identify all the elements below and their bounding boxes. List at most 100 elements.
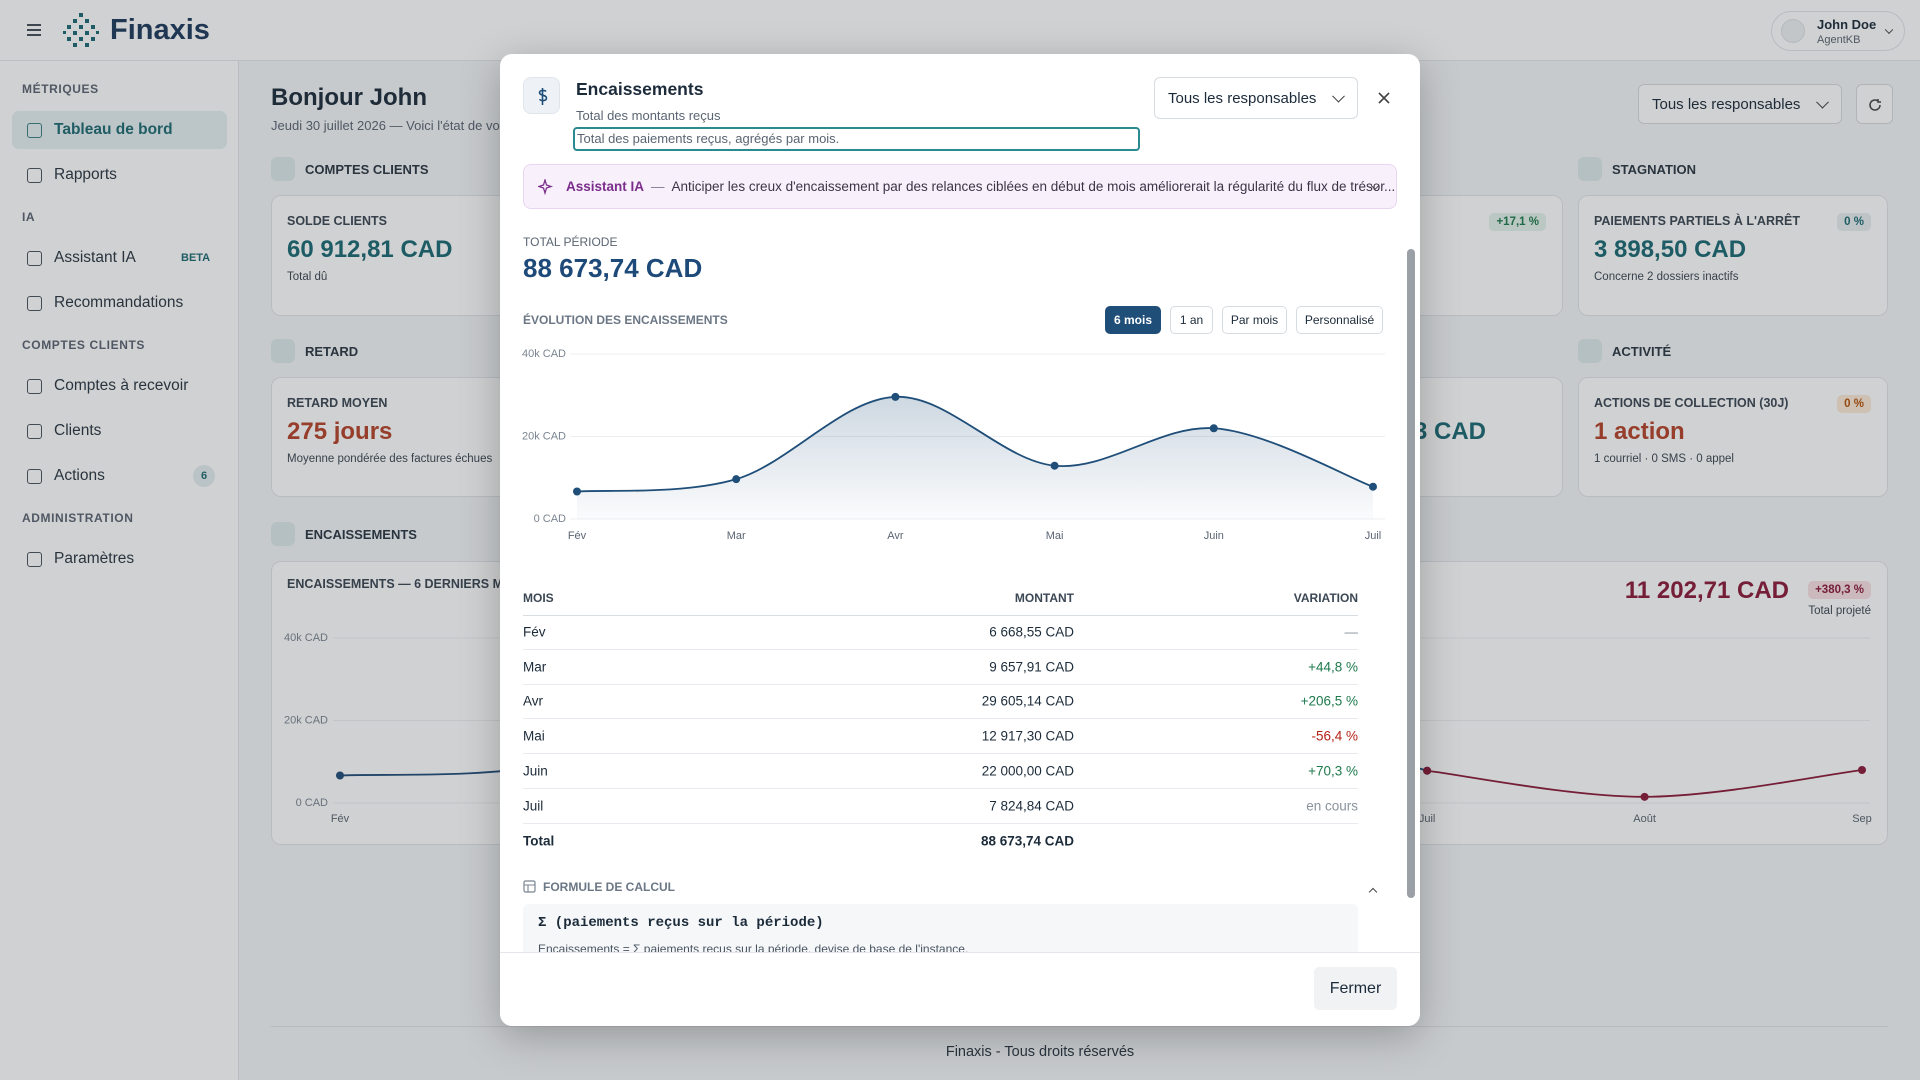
variation: en cours xyxy=(1306,798,1358,813)
kpi-label: RETARD MOYEN xyxy=(287,396,388,410)
modal-chart: 0 CAD 20k CAD 40k CAD Fév Mar Avr Mai Juin Juil xyxy=(522,348,1385,542)
close-icon[interactable] xyxy=(1377,91,1391,105)
range-button[interactable]: 1 an xyxy=(1170,306,1213,334)
menu-icon[interactable] xyxy=(26,22,42,38)
section-text: STAGNATION xyxy=(1612,161,1697,177)
top-bar: Finaxis John Doe AgentKB xyxy=(0,0,1920,61)
nav-label: Tableau de bord xyxy=(54,121,173,138)
y-tick-label: 0 CAD xyxy=(534,513,566,525)
x-tick-label: Juin xyxy=(1204,530,1224,542)
table-row: Mai 12 917,30 CAD -56,4 % xyxy=(523,719,1358,755)
x-tick-label: Mai xyxy=(1046,530,1064,542)
nav-icon xyxy=(27,378,42,394)
description-input[interactable]: Total des paiements reçus, agrégés par m… xyxy=(573,127,1140,151)
area xyxy=(577,396,1373,519)
projected-badge: +380,3 % xyxy=(1808,581,1871,599)
amount: 9 657,91 CAD xyxy=(989,659,1074,675)
scrollbar-thumb[interactable] xyxy=(1407,249,1415,898)
section-text: COMPTES CLIENTS xyxy=(305,161,429,177)
nav-icon xyxy=(27,551,42,567)
point xyxy=(1209,424,1218,433)
range-button[interactable]: 6 mois xyxy=(1105,306,1161,334)
nav-item[interactable]: Comptes à recevoir xyxy=(12,367,227,405)
column-header: MONTANT xyxy=(1014,591,1074,605)
section-label: ENCAISSEMENTS xyxy=(271,522,417,546)
user-role: AgentKB xyxy=(1817,34,1861,46)
kpi-value: 60 912,81 CAD xyxy=(287,236,453,263)
filter-text: Tous les responsables xyxy=(1652,95,1801,113)
section-label: COMPTES CLIENTS xyxy=(271,157,429,181)
total-value: 88 673,74 CAD xyxy=(523,253,703,283)
close-button[interactable]: Fermer xyxy=(1314,967,1397,1010)
column-header: MOIS xyxy=(523,591,554,605)
owner-filter[interactable]: Tous les responsables xyxy=(1638,84,1842,124)
sidebar: MÉTRIQUES Tableau de bord Rapports IA Assist… xyxy=(0,61,239,1080)
range-button[interactable]: Personnalisé xyxy=(1296,306,1383,334)
point xyxy=(573,487,581,496)
section-label: ACTIVITÉ xyxy=(1578,339,1671,363)
nav-item[interactable]: Assistant IA BETA xyxy=(12,239,227,277)
nav-section-title: MÉTRIQUES xyxy=(22,82,99,96)
range-button[interactable]: Par mois xyxy=(1222,306,1287,334)
kpi-value: 3 CAD xyxy=(1414,418,1487,445)
amount: 6 668,55 CAD xyxy=(989,624,1074,640)
kpi-label: PAIEMENTS PARTIELS À L'ARRÊT xyxy=(1594,214,1800,228)
formula-icon xyxy=(523,880,536,893)
kpi-badge: 0 % xyxy=(1837,213,1871,231)
amount: 22 000,00 CAD xyxy=(981,763,1074,779)
nav-badge: BETA xyxy=(181,252,211,264)
range-text: Personnalisé xyxy=(1304,313,1375,327)
description-text: Total des paiements reçus, agrégés par m… xyxy=(577,131,840,146)
modal: Encaissements Total des montants reçus T… xyxy=(500,54,1420,1026)
kpi-card: ACTIONS DE COLLECTION (30J) 0 % 1 action 1 … xyxy=(1578,377,1888,497)
sparkle-icon xyxy=(538,178,554,195)
section-label: STAGNATION xyxy=(1578,157,1696,181)
refresh-icon xyxy=(1869,99,1881,111)
date-line: Jeudi 30 juillet 2026 — Voici l'état de … xyxy=(271,118,507,133)
ai-label: Assistant IA xyxy=(566,179,645,194)
logo[interactable] xyxy=(62,12,100,50)
refresh-button[interactable] xyxy=(1856,84,1893,124)
total-amount: 88 673,74 CAD xyxy=(980,833,1074,849)
range-text: Par mois xyxy=(1230,313,1279,327)
nav-icon xyxy=(27,250,42,266)
table-total: Total 88 673,74 CAD xyxy=(523,823,1358,858)
ai-banner[interactable]: Assistant IA — Anticiper les creux d'enc… xyxy=(523,164,1397,209)
kpi-badge: +17,1 % xyxy=(1489,213,1546,231)
nav-label: Paramètres xyxy=(54,550,135,567)
nav-item[interactable]: Clients xyxy=(12,412,227,450)
kpi-label: ACTIONS DE COLLECTION (30J) xyxy=(1594,396,1789,410)
variation: +44,8 % xyxy=(1308,659,1358,675)
nav-icon xyxy=(27,423,42,439)
kpi-card: PAIEMENTS PARTIELS À L'ARRÊT 0 % 3 898,50 … xyxy=(1578,195,1888,316)
nav-section-title: ADMINISTRATION xyxy=(22,511,134,525)
nav-label: Recommandations xyxy=(54,294,184,311)
nav-item[interactable]: Paramètres xyxy=(12,540,227,578)
greeting: Bonjour John xyxy=(271,84,427,111)
amount: 7 824,84 CAD xyxy=(989,798,1074,813)
kpi-value: 1 action xyxy=(1594,418,1685,445)
nav-item[interactable]: Tableau de bord xyxy=(12,111,227,149)
user-menu[interactable]: John Doe AgentKB xyxy=(1771,11,1905,51)
section-label: RETARD xyxy=(271,339,358,363)
nav-item[interactable]: Recommandations xyxy=(12,284,227,322)
month: Mai xyxy=(523,728,545,744)
variation: -56,4 % xyxy=(1311,728,1358,744)
x-tick-label: Juil xyxy=(1365,530,1382,542)
nav-item[interactable]: Rapports xyxy=(12,156,227,194)
ai-text: Anticiper les creux d'encaissement par d… xyxy=(671,179,1396,194)
nav-item[interactable]: Actions 6 xyxy=(12,457,227,495)
cashflow-title: ENCAISSEMENTS — 6 DERNIERS MOIS xyxy=(287,577,525,591)
formula-label[interactable]: FORMULE DE CALCUL xyxy=(543,880,675,894)
section-icon xyxy=(271,522,295,546)
modal-owner-filter[interactable]: Tous les responsables xyxy=(1154,77,1358,119)
section-text: ENCAISSEMENTS xyxy=(305,526,417,542)
table-header: MOIS MONTANT VARIATION xyxy=(523,581,1358,616)
month: Juil xyxy=(523,798,544,813)
nav-label: Clients xyxy=(54,422,102,439)
month: Mar xyxy=(523,659,547,675)
footer: Finaxis - Tous droits réservés xyxy=(945,1044,1135,1060)
modal-body: TOTAL PÉRIODE 88 673,74 CAD ÉVOLUTION DE… xyxy=(500,227,1405,952)
table-row: Juin 22 000,00 CAD +70,3 % xyxy=(523,754,1358,789)
